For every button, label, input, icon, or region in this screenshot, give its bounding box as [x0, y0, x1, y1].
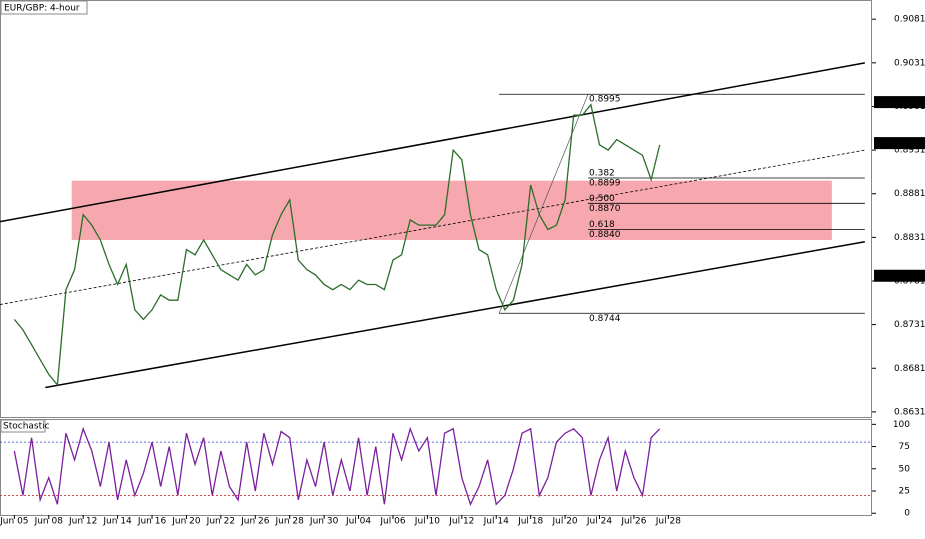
channel-line	[0, 149, 865, 305]
x-tick-label: Jun 14	[102, 517, 132, 527]
x-tick-label: Jun 22	[206, 517, 235, 527]
price-marker	[874, 269, 925, 282]
stochastic-panel	[0, 419, 872, 516]
x-tick-label: Jul 04	[345, 517, 371, 527]
y-tick-label: 0.8931	[894, 146, 925, 156]
stoch-tick-label: 0	[904, 509, 910, 519]
y-tick-label: 0.8731	[894, 320, 925, 330]
x-tick-label: Jul 26	[620, 517, 646, 527]
fib-price: 0.8840	[589, 230, 621, 240]
price-marker-label: 0.8986	[894, 98, 925, 108]
stoch-tick-label: 100	[893, 420, 910, 430]
stoch-tick-label: 75	[899, 442, 910, 452]
channel-line	[0, 62, 865, 223]
stochastic-title: Stochastic	[3, 422, 50, 432]
stochastic-line	[13, 426, 661, 507]
zone	[71, 180, 832, 240]
y-tick-label: 0.8831	[894, 233, 925, 243]
x-tick-label: Jul 06	[379, 517, 405, 527]
x-tick-label: Jun 20	[171, 517, 201, 527]
fib-price: 0.8899	[589, 179, 621, 189]
x-tick-label: Jul 24	[586, 517, 612, 527]
x-tick-label: Jul 10	[414, 517, 440, 527]
fib-ratio: 0.382	[589, 169, 615, 179]
fib-ratio: 0.618	[589, 220, 615, 230]
x-tick-label: Jul 18	[517, 517, 543, 527]
fib-ratio: 0.500	[589, 194, 615, 204]
title-box	[0, 0, 88, 15]
x-tick-label: Jun 05	[0, 517, 29, 527]
channel-line	[45, 240, 865, 389]
stoch-tick-label: 50	[899, 464, 911, 474]
x-tick-label: Jun 26	[240, 517, 270, 527]
chart-title: EUR/GBP: 4-hour	[4, 4, 80, 14]
y-tick-label: 0.8881	[894, 189, 925, 199]
x-tick-label: Jul 12	[448, 517, 474, 527]
fib-swing	[498, 94, 589, 314]
price-marker-label: 0.8939	[894, 139, 925, 149]
stoch-tick-label: 25	[899, 487, 910, 497]
y-tick-label: 0.9081	[894, 15, 925, 25]
price-marker	[874, 96, 925, 109]
x-tick-label: Jul 28	[655, 517, 681, 527]
price-line	[13, 103, 661, 387]
x-tick-label: Jun 08	[34, 517, 64, 527]
price-marker-label: 0.8787	[894, 271, 925, 281]
fib-price: 0.8744	[589, 314, 621, 324]
x-tick-label: Jun 16	[137, 517, 167, 527]
main-panel	[0, 0, 872, 418]
price-marker	[874, 137, 925, 150]
x-tick-label: Jul 14	[483, 517, 509, 527]
fib-price: 0.8995	[589, 95, 621, 105]
y-tick-label: 0.9031	[894, 58, 925, 68]
y-tick-label: 0.8681	[894, 364, 925, 374]
x-tick-label: Jun 12	[68, 517, 97, 527]
x-tick-label: Jun 30	[309, 517, 339, 527]
x-tick-label: Jun 28	[275, 517, 305, 527]
stochastic-title-box	[0, 419, 46, 433]
x-tick-label: Jul 20	[551, 517, 577, 527]
y-tick-label: 0.8631	[894, 407, 925, 417]
fib-price: 0.8870	[589, 204, 621, 214]
